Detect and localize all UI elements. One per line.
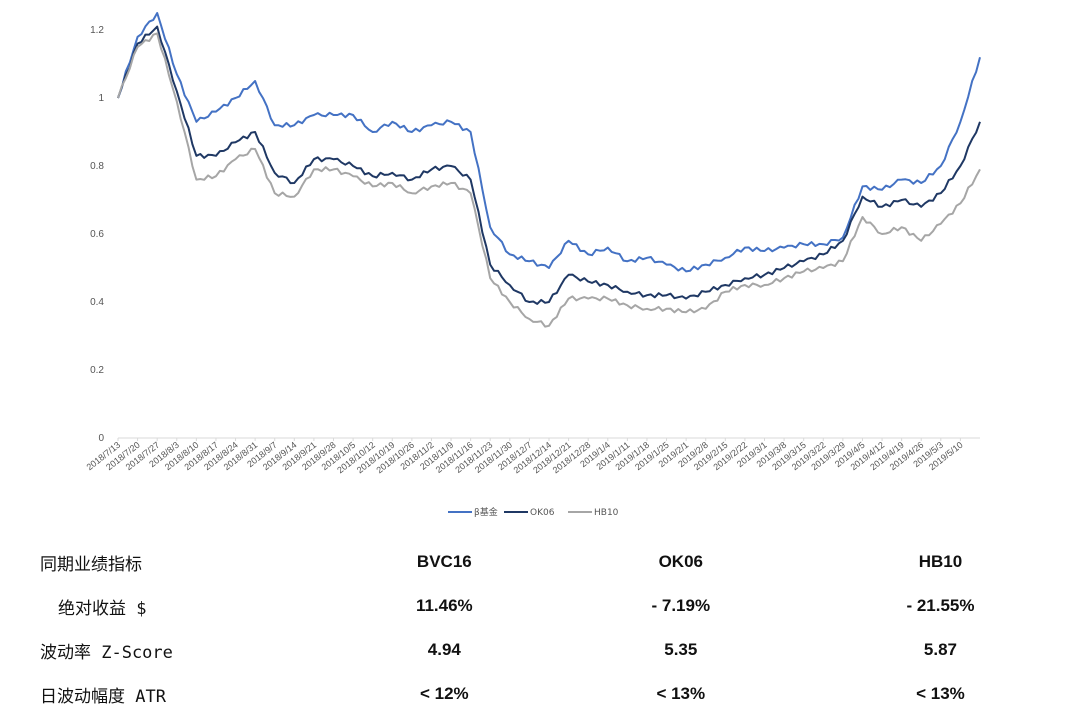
y-tick-label: 0 — [98, 433, 104, 444]
y-tick-label: 0.2 — [90, 365, 104, 376]
legend-label: OK06 — [530, 508, 555, 518]
table-row: 波动率 Z-Score 4.94 5.35 5.87 — [0, 628, 1080, 672]
legend: β基金 OK06 HB10 — [448, 506, 619, 518]
table-header-row: 同期业绩指标 BVC16 OK06 HB10 — [0, 540, 1080, 584]
series-lines — [117, 12, 981, 328]
column-header: BVC16 — [416, 552, 472, 571]
y-tick-label: 1 — [98, 93, 104, 104]
table-cell: 5.35 — [664, 640, 698, 659]
y-tick-label: 0.4 — [90, 297, 104, 308]
table-cell: 4.94 — [427, 640, 461, 659]
column-header: HB10 — [918, 552, 963, 571]
table-cell: 5.87 — [923, 640, 958, 659]
row-label: 日波动幅度 ATR — [40, 686, 166, 707]
legend-label: HB10 — [594, 508, 619, 518]
y-tick-label: 0.6 — [90, 229, 104, 240]
series-line-HB10 — [117, 32, 981, 328]
table-cell: - 21.55% — [906, 596, 975, 615]
legend-label: β基金 — [474, 506, 498, 518]
table-header-label: 同期业绩指标 — [40, 554, 142, 575]
row-label: 绝对收益 $ — [58, 598, 147, 619]
x-axis: 2018/7/132018/7/202018/7/272018/8/32018/… — [85, 437, 980, 475]
line-chart: 0 0.2 0.4 0.6 0.8 1 1.2 2018/7/132018/7/202018… — [85, 12, 981, 518]
table-cell: < 12% — [419, 684, 469, 703]
series-line-OK06 — [117, 25, 981, 305]
table-cell: < 13% — [916, 684, 965, 703]
table-row: 绝对收益 $ 11.46% - 7.19% - 21.55% — [0, 584, 1080, 628]
y-tick-label: 0.8 — [90, 161, 104, 172]
table-cell: < 13% — [656, 684, 706, 703]
performance-metrics-table: 同期业绩指标 BVC16 OK06 HB10 绝对收益 $ 11.46% - 7… — [0, 540, 1080, 716]
table-cell: 11.46% — [415, 596, 473, 615]
table-cell: - 7.19% — [651, 596, 711, 615]
row-label: 波动率 Z-Score — [40, 642, 173, 663]
y-tick-label: 1.2 — [90, 25, 104, 36]
table-row: 日波动幅度 ATR < 12% < 13% < 13% — [0, 672, 1080, 716]
column-header: OK06 — [658, 552, 703, 571]
series-line-β基金 — [117, 12, 981, 273]
y-axis: 0 0.2 0.4 0.6 0.8 1 1.2 — [90, 25, 104, 444]
